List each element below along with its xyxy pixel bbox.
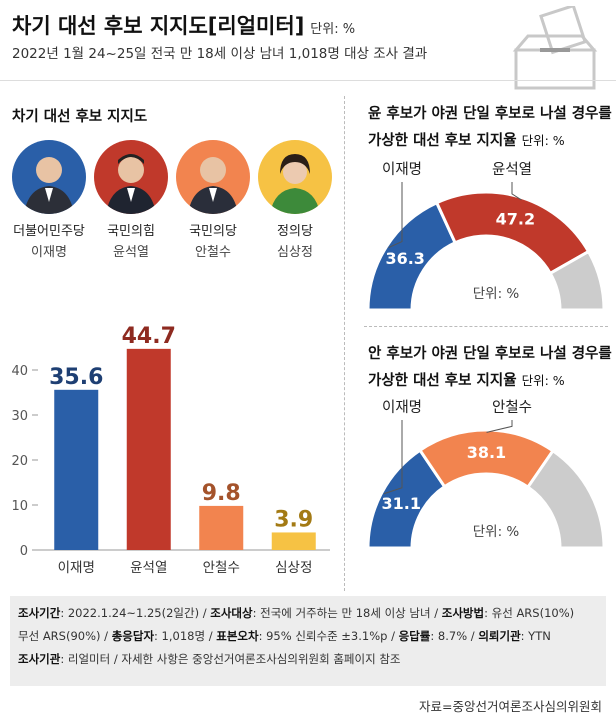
survey-info-line3: 조사기관: 리얼미터 / 자세한 사항은 중앙선거여론조사심의위원회 홈페이지 … <box>18 648 598 671</box>
candidate-card: 정의당 심상정 <box>256 140 334 260</box>
ballot-box-icon <box>512 6 598 90</box>
bar <box>126 348 171 550</box>
source-credit: 자료=중앙선거여론조사심의위원회 <box>419 699 602 714</box>
survey-info-box: 조사기간: 2022.1.24~1.25(2일간) / 조사대상: 전국에 거주… <box>10 596 606 686</box>
survey-info-line1: 조사기간: 2022.1.24~1.25(2일간) / 조사대상: 전국에 거주… <box>18 602 598 625</box>
candidate-name: 안철수 <box>195 245 231 260</box>
gauge1-title: 윤 후보가 야권 단일 후보로 나설 경우를 가상한 대선 후보 지지율 단위:… <box>368 102 612 150</box>
y-tick-label: 30 <box>11 409 28 424</box>
survey-target-label: 조사대상 <box>210 606 253 620</box>
gauge2-title-line1: 안 후보가 야권 단일 후보로 나설 경우를 <box>368 346 612 362</box>
gauge-value-label: 31.1 <box>381 494 420 513</box>
person-icon <box>106 154 156 214</box>
gauge1-title-line1: 윤 후보가 야권 단일 후보로 나설 경우를 <box>368 106 612 122</box>
y-tick-label: 0 <box>20 544 28 559</box>
survey-org-value: : 리얼미터 / 자세한 사항은 중앙선거여론조사심의위원회 홈페이지 참조 <box>60 652 401 666</box>
horizontal-divider <box>364 326 608 327</box>
client-value: : YTN <box>520 629 551 643</box>
bar-value-label: 3.9 <box>274 507 313 532</box>
gauge-value-label: 36.3 <box>385 249 424 268</box>
x-tick-label: 심상정 <box>275 560 312 576</box>
gauge2-title-line2-row: 가상한 대선 후보 지지율 단위: % <box>368 369 612 390</box>
bar-value-label: 35.6 <box>49 365 103 390</box>
candidate-party: 더불어민주당 <box>13 224 85 239</box>
bar <box>54 389 99 550</box>
leader-line <box>511 182 522 201</box>
bar-value-label: 9.8 <box>202 481 241 506</box>
y-tick-label: 20 <box>11 454 28 469</box>
header-divider <box>0 80 616 81</box>
gauge-category-label: 안철수 <box>492 399 532 416</box>
candidate-party: 국민의당 <box>189 224 237 239</box>
response-rate-value: : 8.7% / <box>430 629 479 643</box>
gauge2-unit: 단위: % <box>521 373 565 388</box>
survey-org-label: 조사기관 <box>18 652 61 666</box>
gauge-chart-2: 31.1 38.1 단위: % 이재명 안철수 <box>366 399 606 550</box>
candidate-photo <box>258 140 332 214</box>
gauge-segment <box>434 190 591 276</box>
gauge-chart-1: 36.3 47.2 단위: % 이재명 윤석열 <box>366 161 606 312</box>
gauge1-title-line2: 가상한 대선 후보 지지율 <box>368 133 517 149</box>
respondents-label: 총응답자 <box>111 629 155 643</box>
person-icon <box>24 157 74 214</box>
survey-target-value: : 전국에 거주하는 만 18세 이상 남녀 / <box>252 606 442 620</box>
gauge1-unit: 단위: % <box>521 133 565 148</box>
survey-method-label: 조사방법 <box>441 606 485 620</box>
candidate-name: 이재명 <box>31 245 67 260</box>
gauge-segment-rest <box>548 249 606 312</box>
x-tick-label: 이재명 <box>58 560 95 576</box>
page-subtitle: 2022년 1월 24~25일 전국 만 18세 이상 남녀 1,018명 대상… <box>12 46 428 62</box>
gauge-segment-rest <box>525 448 606 550</box>
y-tick-label: 10 <box>11 499 28 514</box>
candidate-card: 더불어민주당 이재명 <box>10 140 88 260</box>
survey-period-value: : 2022.1.24~1.25(2일간) / <box>60 606 211 620</box>
candidate-photo <box>94 140 168 214</box>
page-title: 차기 대선 후보 지지도[리얼미터] 단위: % <box>12 10 355 40</box>
gauge1-title-line2-row: 가상한 대선 후보 지지율 단위: % <box>368 129 612 150</box>
gauge-category-label: 이재명 <box>382 399 422 416</box>
gauge-value-label: 38.1 <box>467 443 506 462</box>
gauge-category-label: 윤석열 <box>492 161 532 178</box>
x-tick-label: 윤석열 <box>130 560 167 576</box>
candidate-party: 국민의힘 <box>107 224 155 239</box>
candidate-card: 국민의힘 윤석열 <box>92 140 170 260</box>
candidate-photo <box>176 140 250 214</box>
gauge2-title-line2: 가상한 대선 후보 지지율 <box>368 373 517 389</box>
title-unit: 단위: % <box>310 22 356 37</box>
gauge-unit-label: 단위: % <box>473 286 520 302</box>
x-tick-label: 안철수 <box>203 560 240 576</box>
candidate-name: 윤석열 <box>113 245 149 260</box>
y-tick-label: 40 <box>11 364 28 379</box>
margin-error-value: : 95% 신뢰수준 ±3.1%p / <box>258 629 399 643</box>
survey-period-label: 조사기간 <box>18 606 61 620</box>
candidate-photo <box>12 140 86 214</box>
gauge-unit-label: 단위: % <box>473 524 520 540</box>
candidate-party: 정의당 <box>277 224 313 239</box>
title-text: 차기 대선 후보 지지도[리얼미터] <box>12 14 305 38</box>
bar <box>271 532 316 550</box>
survey-info-line2: 무선 ARS(90%) / 총응답자: 1,018명 / 표본오차: 95% 신… <box>18 625 598 648</box>
survey-method-value: : 유선 ARS(10%) <box>484 606 575 620</box>
candidate-name: 심상정 <box>277 245 313 260</box>
bar-chart: 0 10 20 30 40 35.6 이재명 44.7 윤석열 9.8 안철수 3.9 심상정 <box>11 324 330 576</box>
survey-method-value-cont: 무선 ARS(90%) / <box>18 629 112 643</box>
gauge2-title: 안 후보가 야권 단일 후보로 나설 경우를 가상한 대선 후보 지지율 단위:… <box>368 342 612 390</box>
person-icon <box>270 154 320 214</box>
bar-value-label: 44.7 <box>122 324 176 349</box>
left-section-title: 차기 대선 후보 지지도 <box>12 109 148 125</box>
vertical-divider <box>344 96 345 591</box>
client-label: 의뢰기관 <box>478 629 521 643</box>
leader-line <box>383 420 403 495</box>
gauge-value-label: 47.2 <box>496 210 535 229</box>
margin-error-label: 표본오차 <box>216 629 259 643</box>
respondents-value: : 1,018명 / <box>154 629 217 643</box>
response-rate-label: 응답률 <box>398 629 431 643</box>
bar <box>199 505 244 550</box>
person-icon <box>188 157 238 214</box>
candidate-card: 국민의당 안철수 <box>174 140 252 260</box>
gauge-category-label: 이재명 <box>382 161 422 178</box>
leader-line <box>486 420 513 433</box>
leader-line <box>388 182 403 249</box>
